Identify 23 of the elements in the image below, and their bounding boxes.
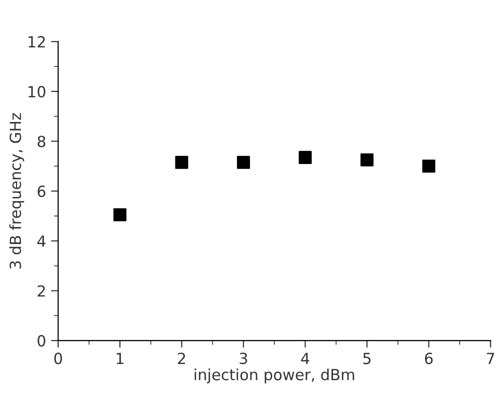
x-axis-title: injection power, dBm <box>194 368 354 384</box>
y-tick-label: 12 <box>28 36 45 48</box>
x-tick-label: 2 <box>178 352 186 364</box>
y-tick-label: 0 <box>38 335 46 347</box>
y-tick-label: 2 <box>38 285 45 297</box>
y-tick-label: 4 <box>37 236 46 247</box>
x-tick-label: 6 <box>424 352 433 364</box>
x-tick-label: 3 <box>240 352 248 364</box>
point <box>113 208 126 222</box>
x-tick-label: 0 <box>54 352 62 364</box>
y-tick-label: 8 <box>38 136 46 148</box>
x-tick-label: 5 <box>363 352 371 364</box>
point <box>422 160 436 173</box>
x-tick-label: 1 <box>116 352 124 364</box>
point <box>175 156 188 169</box>
y-tick-label: 10 <box>28 86 46 98</box>
point <box>298 150 312 164</box>
point <box>360 153 374 166</box>
x-tick-label: 4 <box>301 352 310 364</box>
y-tick-label: 6 <box>38 186 46 198</box>
x-tick-label: 7 <box>486 352 494 364</box>
point <box>236 156 250 169</box>
y-axis-title: 3 dB frequency, GHz <box>9 113 24 269</box>
